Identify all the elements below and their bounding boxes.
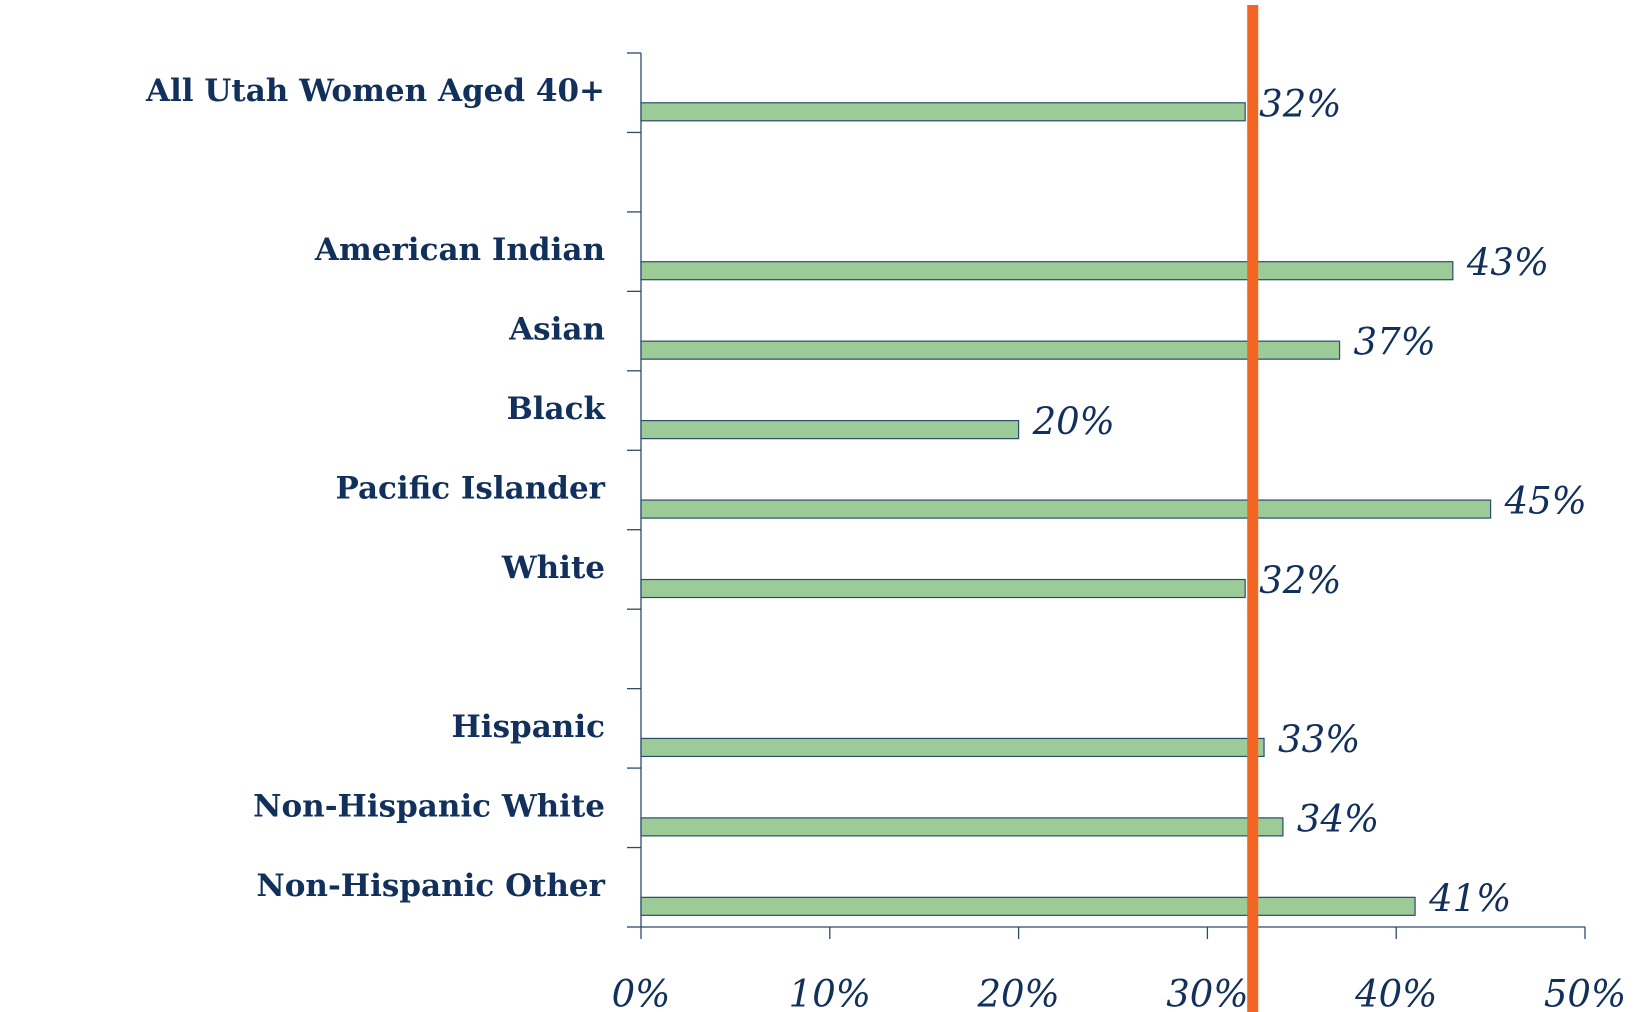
category-label: American Indian [314,232,605,268]
bar [640,578,1246,599]
value-label: 37% [1354,321,1436,364]
bar [640,102,1246,122]
x-tick-label: 50% [1544,973,1626,1012]
value-label: 32% [1259,82,1341,125]
value-label: 32% [1259,559,1341,602]
category-label: White [501,550,605,586]
category-label: Non-Hispanic Other [256,868,605,904]
x-tick-label: 40% [1354,973,1437,1012]
x-tick-label: 30% [1166,973,1248,1012]
category-label: All Utah Women Aged 40+ [145,73,605,109]
x-tick-label: 10% [789,973,871,1012]
bar [640,896,1416,916]
category-label: Pacific Islander [335,471,605,507]
value-label: 41% [1428,877,1511,920]
value-label: 33% [1278,718,1360,761]
value-label: 45% [1504,480,1587,523]
bar [640,817,1284,837]
category-label: Hispanic [452,709,605,745]
category-label: Black [507,391,607,427]
bar [640,737,1265,758]
x-tick-label: 20% [976,973,1059,1012]
category-label: Asian [508,312,605,348]
bar [640,340,1341,360]
x-tick-label: 0% [612,973,671,1012]
bar [640,420,1020,440]
bar [640,499,1492,519]
bar [640,261,1454,281]
category-label: Non-Hispanic White [253,788,605,824]
value-label: 20% [1032,400,1115,443]
value-label: 34% [1297,797,1379,840]
value-label: 43% [1466,241,1549,284]
